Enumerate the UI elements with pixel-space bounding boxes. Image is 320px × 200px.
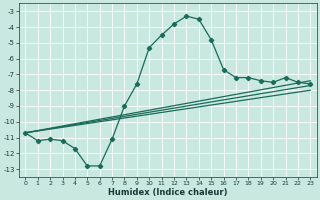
X-axis label: Humidex (Indice chaleur): Humidex (Indice chaleur): [108, 188, 228, 197]
